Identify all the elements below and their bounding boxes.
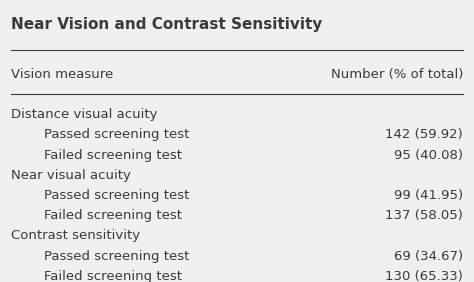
- Text: Passed screening test: Passed screening test: [44, 189, 189, 202]
- Text: 137 (58.05): 137 (58.05): [385, 209, 463, 222]
- Text: 130 (65.33): 130 (65.33): [385, 270, 463, 282]
- Text: Passed screening test: Passed screening test: [44, 128, 189, 141]
- Text: Number (% of total): Number (% of total): [331, 68, 463, 81]
- Text: 142 (59.92): 142 (59.92): [385, 128, 463, 141]
- Text: Contrast sensitivity: Contrast sensitivity: [11, 229, 140, 242]
- Text: 69 (34.67): 69 (34.67): [394, 250, 463, 263]
- Text: 95 (40.08): 95 (40.08): [394, 149, 463, 162]
- Text: 99 (41.95): 99 (41.95): [394, 189, 463, 202]
- Text: Failed screening test: Failed screening test: [44, 209, 182, 222]
- Text: Near Vision and Contrast Sensitivity: Near Vision and Contrast Sensitivity: [11, 17, 322, 32]
- Text: Failed screening test: Failed screening test: [44, 149, 182, 162]
- Text: Vision measure: Vision measure: [11, 68, 113, 81]
- Text: Passed screening test: Passed screening test: [44, 250, 189, 263]
- Text: Distance visual acuity: Distance visual acuity: [11, 108, 157, 121]
- Text: Near visual acuity: Near visual acuity: [11, 169, 131, 182]
- Text: Failed screening test: Failed screening test: [44, 270, 182, 282]
